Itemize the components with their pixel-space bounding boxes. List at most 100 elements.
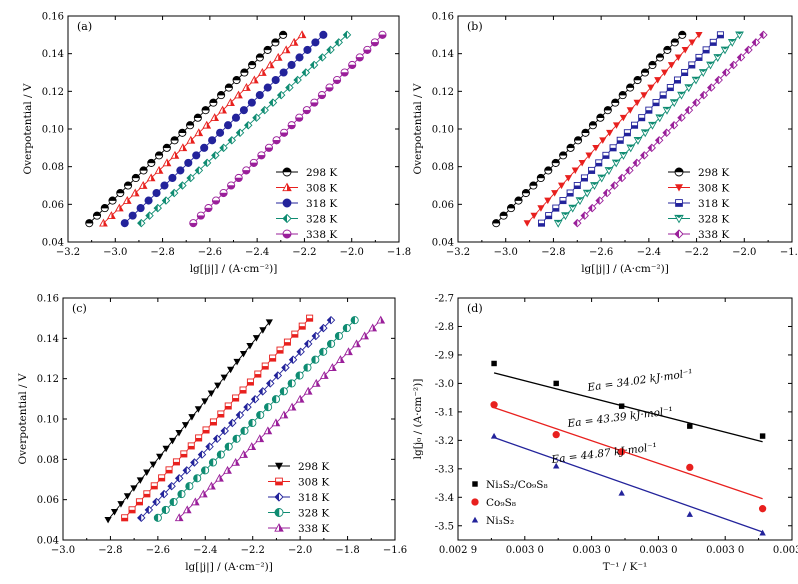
ea-annotation: Ea = 34.02 kJ·mol⁻¹ (586, 367, 694, 394)
data-point (647, 143, 656, 153)
legend-marker-fill (283, 214, 287, 223)
y-tick-label: -3.3 (435, 464, 454, 475)
data-point (573, 218, 582, 228)
data-point (256, 410, 265, 420)
data-point (291, 330, 299, 338)
data-point-fill (276, 350, 284, 354)
data-point-fill (294, 76, 298, 84)
data-point-outline (648, 121, 657, 130)
data-point-fill (162, 196, 166, 205)
data-point (521, 188, 530, 198)
data-point (552, 462, 560, 469)
data-point (197, 450, 207, 459)
data-point (319, 347, 328, 356)
data-point-fill (291, 334, 298, 338)
legend-marker (674, 167, 684, 177)
legend-marker (674, 229, 684, 239)
data-point (559, 151, 568, 160)
data-point (545, 212, 553, 220)
data-point-fill (611, 98, 620, 103)
data-point (599, 137, 607, 144)
data-point (759, 433, 766, 439)
data-point-fill (269, 358, 276, 362)
data-point (175, 429, 183, 437)
data-point-fill (152, 498, 157, 506)
data-point (283, 338, 291, 346)
data-point-fill (324, 371, 328, 379)
data-point (264, 403, 273, 412)
data-point (311, 38, 320, 47)
data-point (252, 335, 261, 342)
y-tick-label: -3.5 (435, 521, 454, 532)
data-point (161, 505, 170, 514)
data-point (640, 92, 648, 99)
data-point (606, 129, 614, 137)
data-point (632, 158, 642, 168)
data-point-fill (240, 68, 249, 73)
x-tick-label: −2.6 (589, 247, 613, 258)
data-point (492, 219, 501, 228)
x-tick-label: −2.4 (193, 545, 217, 556)
legend-marker-fill (275, 493, 279, 501)
data-point (139, 166, 148, 175)
data-point-fill (165, 469, 173, 473)
data-point-fill (670, 121, 675, 129)
data-point (673, 76, 681, 84)
data-point (192, 151, 201, 160)
x-tick-label: −2.2 (241, 545, 265, 556)
data-point-fill (670, 38, 679, 43)
legend-marker (282, 213, 292, 224)
y-axis-label: Overpotential / V (17, 373, 29, 464)
data-point (182, 466, 192, 475)
data-point (161, 196, 171, 205)
data-point (758, 505, 767, 513)
data-point (194, 406, 202, 413)
data-point (276, 90, 286, 100)
data-point (252, 113, 261, 122)
y-axis-label: lg[j₀ / (A·cm⁻²)] (412, 379, 424, 460)
legend-marker-fill (675, 215, 683, 219)
data-point (631, 121, 639, 129)
data-point (188, 414, 196, 421)
data-point (326, 315, 336, 325)
data-point (224, 442, 233, 451)
x-tick-label: −2.4 (245, 247, 269, 258)
series-3 (490, 432, 766, 536)
data-point (186, 135, 196, 144)
data-point (128, 506, 136, 514)
data-point (582, 189, 592, 198)
data-point (590, 182, 599, 191)
data-point (248, 60, 257, 70)
data-point-fill (714, 54, 722, 58)
data-point (688, 61, 696, 69)
data-point (265, 319, 273, 326)
data-point-outline (604, 167, 614, 175)
data-point (220, 374, 228, 382)
y-tick-label: 0.06 (432, 200, 454, 211)
legend-label: 298 K (306, 167, 337, 179)
data-point (619, 114, 627, 122)
data-point-fill (136, 501, 143, 505)
data-point (195, 434, 203, 442)
data-point-outline (669, 99, 679, 108)
data-point (202, 426, 210, 434)
data-point (686, 463, 694, 472)
data-point-fill (311, 355, 316, 364)
fit-line (493, 372, 763, 443)
data-point (695, 31, 703, 39)
data-point (333, 75, 342, 85)
data-point (208, 136, 217, 145)
data-point-fill (699, 69, 707, 73)
data-point (259, 327, 267, 334)
data-point-fill (177, 490, 182, 498)
data-point (165, 466, 173, 474)
data-point-fill (211, 482, 216, 490)
legend-label: 318 K (698, 198, 729, 210)
data-point-fill (248, 61, 256, 66)
y-tick-label: 0.12 (42, 87, 64, 98)
data-point-fill (178, 128, 187, 134)
data-point (686, 511, 693, 517)
data-point-fill (380, 316, 385, 324)
data-point-fill (190, 136, 195, 144)
data-point (261, 362, 269, 370)
